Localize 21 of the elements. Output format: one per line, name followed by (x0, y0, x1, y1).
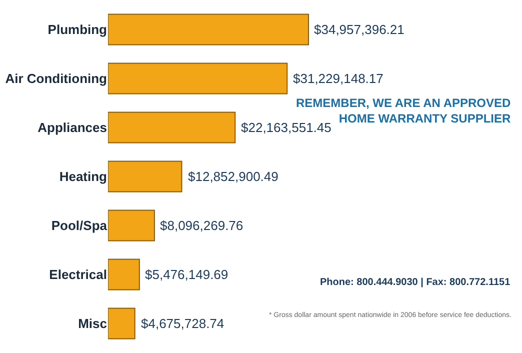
bar (108, 160, 182, 192)
bar (108, 112, 236, 144)
bar (108, 258, 140, 290)
bar (108, 308, 136, 340)
y-tick-label: Appliances (38, 120, 107, 136)
text: Phone: 800.444.9030 | Fax: 800.772.1151 (320, 277, 511, 288)
y-tick-label: Air Conditioning (5, 71, 108, 86)
y-tick-label: Pool/Spa (51, 218, 108, 234)
data-label: $31,229,148.17 (293, 71, 384, 86)
data-label: $34,957,396.21 (314, 22, 404, 37)
bar (108, 14, 309, 46)
y-tick-label: Heating (59, 169, 108, 184)
y-tick-label: Misc (78, 316, 107, 332)
y-tick-label: Plumbing (48, 22, 108, 38)
data-label: $12,852,900.49 (188, 169, 278, 184)
y-tick-label: Electrical (49, 267, 107, 282)
data-label: $5,476,149.69 (145, 267, 228, 282)
data-label: $8,096,269.76 (160, 218, 244, 233)
bar (108, 62, 288, 94)
data-label: $4,675,728.74 (141, 316, 224, 331)
bar (108, 210, 155, 242)
